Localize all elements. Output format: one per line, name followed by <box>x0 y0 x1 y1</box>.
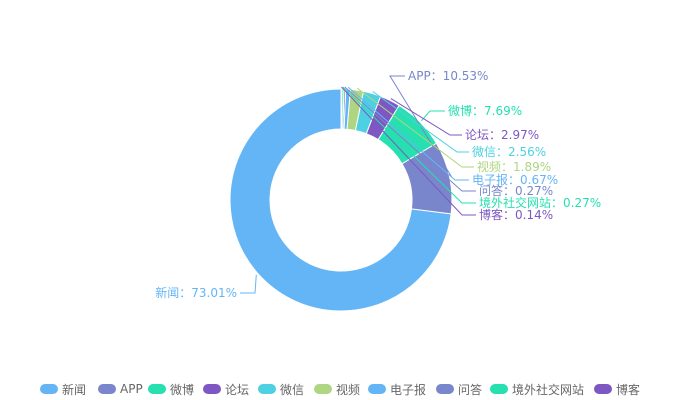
legend-label: APP <box>120 382 143 396</box>
chart-legend: 新闻 APP 微博 论坛 微信 视频 电子报 问答 境外社交网站 博客 <box>0 378 682 400</box>
legend-item-3[interactable]: 微博 <box>148 378 194 400</box>
data-label-9: 境外社交网站：0.27% <box>479 195 601 210</box>
legend-swatch <box>490 384 508 394</box>
legend-swatch <box>40 384 58 394</box>
legend-swatch <box>314 384 332 394</box>
data-label-1: 新闻：73.01% <box>155 285 237 300</box>
legend-swatch <box>594 384 612 394</box>
legend-swatch <box>98 384 116 394</box>
label-lines-layer <box>240 75 476 294</box>
legend-item-5[interactable]: 微信 <box>258 378 304 400</box>
data-label-6: 视频：1.89% <box>477 159 551 174</box>
data-label-10: 博客：0.14% <box>479 207 553 222</box>
leader-line-4 <box>390 98 462 136</box>
legend-item-6[interactable]: 视频 <box>314 378 360 400</box>
data-label-5: 微信：2.56% <box>472 145 546 159</box>
legend-label: 微信 <box>280 382 305 397</box>
data-label-2: APP：10.53% <box>408 69 488 83</box>
legend-swatch <box>436 384 454 394</box>
leader-line-1 <box>240 274 257 294</box>
leader-line-3 <box>421 110 445 122</box>
legend-item-1[interactable]: 新闻 <box>40 378 86 400</box>
leader-line-6 <box>356 87 474 168</box>
legend-item-10[interactable]: 博客 <box>594 378 640 400</box>
legend-swatch <box>148 384 166 394</box>
legend-swatch <box>203 384 221 394</box>
legend-item-4[interactable]: 论坛 <box>203 378 249 400</box>
legend-label: 微博 <box>170 382 195 397</box>
slice-1[interactable] <box>229 88 452 312</box>
legend-label: 境外社交网站 <box>512 382 585 397</box>
leader-line-8 <box>344 86 476 192</box>
legend-item-9[interactable]: 境外社交网站 <box>490 378 584 400</box>
legend-label: 视频 <box>336 382 361 397</box>
legend-label: 论坛 <box>225 382 250 397</box>
labels-layer: 新闻：73.01% APP：10.53% 微博：7.69% 论坛：2.97% 微信：2.… <box>155 69 601 300</box>
legend-label: 博客 <box>616 382 641 397</box>
data-label-8: 问答：0.27% <box>479 183 553 198</box>
legend-label: 问答 <box>458 382 483 397</box>
leader-line-9 <box>342 86 476 204</box>
legend-item-7[interactable]: 电子报 <box>368 378 426 400</box>
leader-line-10 <box>341 86 476 216</box>
legend-swatch <box>368 384 386 394</box>
legend-label: 新闻 <box>62 382 87 397</box>
data-label-3: 微博：7.69% <box>448 103 522 118</box>
legend-item-8[interactable]: 问答 <box>436 378 482 400</box>
legend-label: 电子报 <box>390 382 427 397</box>
leader-line-7 <box>347 86 469 181</box>
legend-item-2[interactable]: APP <box>98 378 143 400</box>
data-label-4: 论坛：2.97% <box>465 128 539 142</box>
slices-layer <box>229 88 453 312</box>
leader-line-5 <box>372 91 469 153</box>
slice-10[interactable] <box>340 88 343 130</box>
legend-swatch <box>258 384 276 394</box>
data-label-7: 电子报：0.67% <box>472 172 558 187</box>
